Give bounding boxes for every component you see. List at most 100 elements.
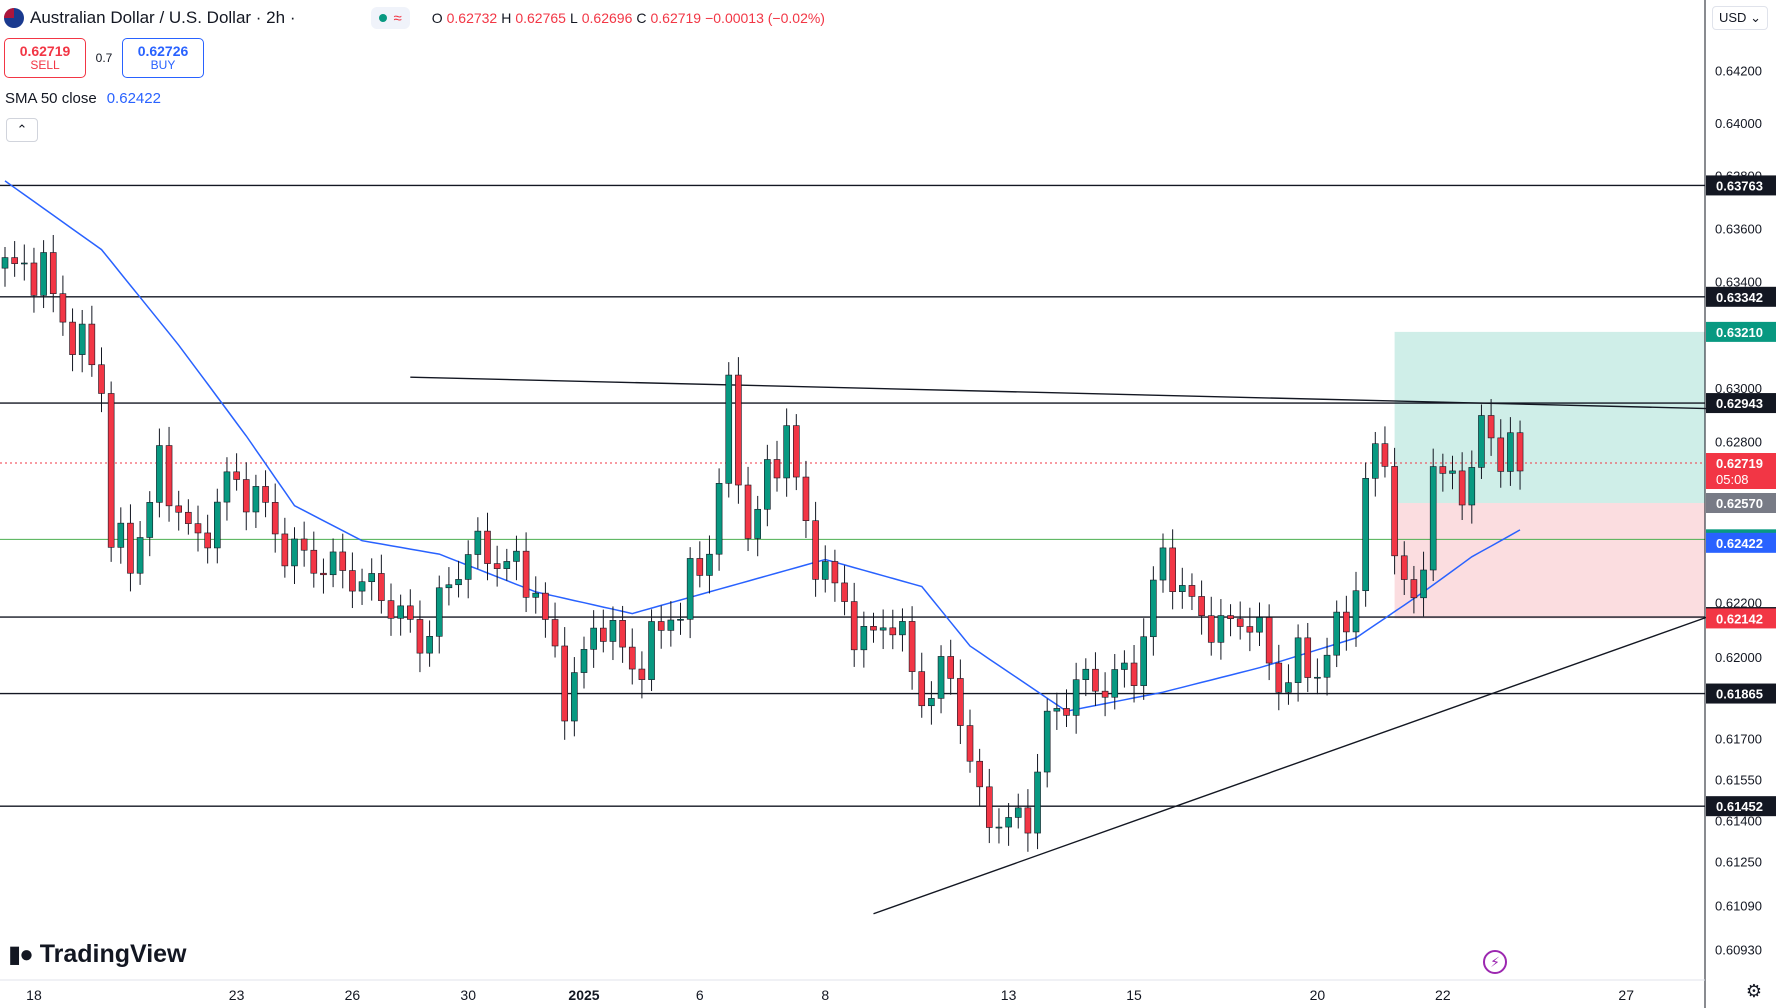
sma-indicator-legend[interactable]: SMA 50 close 0.62422	[5, 90, 161, 107]
y-tick-label: 0.62800	[1715, 434, 1762, 449]
candle-body	[590, 627, 597, 650]
price-badge	[1706, 286, 1776, 307]
market-status-pill[interactable]: ≈	[371, 7, 410, 29]
candle-body	[1072, 679, 1080, 716]
sma-value: 0.62422	[106, 90, 161, 107]
candle-body	[937, 656, 945, 699]
candle	[1400, 541, 1408, 595]
candle	[1024, 789, 1032, 852]
candle-body	[580, 649, 588, 673]
buy-button[interactable]: 0.62726 BUY	[122, 38, 204, 78]
candle-body	[11, 257, 18, 264]
price-badge-label: 0.63210	[1716, 325, 1763, 340]
candle-body	[1381, 443, 1389, 467]
candle-body	[1362, 478, 1369, 592]
candle-body	[1343, 611, 1350, 633]
candle	[928, 681, 935, 725]
candle-body	[1169, 547, 1176, 592]
aud-usd-flag-icon	[4, 8, 24, 28]
candle	[638, 651, 646, 699]
candle-body	[1111, 669, 1119, 698]
price-badge	[1706, 493, 1776, 514]
candle	[1121, 650, 1128, 688]
candle	[397, 594, 404, 636]
candle-body	[571, 672, 578, 722]
candle-body	[474, 530, 482, 555]
candle-body	[1150, 579, 1157, 638]
candle	[1294, 624, 1302, 702]
candle-body	[735, 374, 742, 486]
open-value: 0.62732	[446, 10, 498, 26]
price-badge-label: 0.62719	[1716, 456, 1763, 471]
stop-zone	[1394, 503, 1705, 619]
candle-body	[397, 605, 404, 619]
candle-body	[1285, 682, 1292, 693]
trendline	[873, 607, 1733, 915]
logo-text: TradingView	[39, 940, 187, 968]
y-tick-label: 0.63000	[1715, 381, 1762, 396]
candle	[995, 808, 1003, 844]
candle-body	[744, 484, 752, 539]
candle-body	[513, 550, 520, 562]
candle	[628, 628, 636, 685]
candle	[59, 275, 67, 336]
candle	[715, 468, 723, 571]
price-badge	[1706, 175, 1776, 196]
candle-body	[1101, 690, 1109, 698]
candle	[271, 483, 279, 553]
candle	[493, 545, 501, 587]
candle	[387, 583, 395, 636]
candle-body	[1005, 817, 1012, 828]
candle	[1034, 753, 1041, 850]
candle-body	[426, 636, 433, 654]
candle	[416, 600, 424, 673]
candle-body	[619, 620, 626, 648]
y-tick-label: 0.63600	[1715, 221, 1762, 236]
y-tick-label: 0.61400	[1715, 813, 1762, 828]
candle	[1343, 595, 1350, 651]
price-badge	[1706, 796, 1776, 817]
price-badge	[1706, 321, 1776, 342]
flash-icon[interactable]: ⚡	[1483, 950, 1507, 974]
candle-body	[175, 505, 182, 513]
collapse-legend-button[interactable]: ⌃	[6, 118, 38, 142]
sell-price: 0.62719	[19, 43, 71, 59]
candle	[1468, 450, 1476, 524]
candle	[1323, 637, 1331, 696]
settings-gear-icon[interactable]: ⚙	[1745, 981, 1762, 1001]
candle-body	[1188, 585, 1196, 597]
candle	[1352, 571, 1360, 647]
candle-body	[918, 671, 926, 707]
candle	[1381, 426, 1389, 478]
tradingview-logo[interactable]: ▮● TradingView	[8, 940, 187, 969]
candle-body	[889, 627, 897, 636]
candle-body	[985, 786, 993, 828]
candle	[754, 495, 762, 557]
candle	[252, 474, 260, 528]
candle-body	[493, 563, 501, 569]
candle	[561, 627, 569, 740]
candle	[792, 414, 800, 491]
x-tick-label: 15	[1126, 987, 1142, 1003]
candle	[339, 533, 347, 589]
candle	[1217, 599, 1225, 660]
candle	[49, 234, 57, 313]
currency-select[interactable]: USD ⌄	[1712, 6, 1768, 30]
candle-body	[368, 573, 376, 583]
trade-panel: 0.62719 SELL 0.7 0.62726 BUY	[4, 38, 204, 78]
symbol-title[interactable]: Australian Dollar / U.S. Dollar · 2h ·	[30, 8, 296, 27]
price-badge	[1706, 608, 1776, 629]
candle-body	[532, 592, 540, 598]
candle	[1487, 399, 1495, 456]
currency-label: USD	[1719, 10, 1747, 25]
candle	[802, 460, 810, 539]
candle-body	[127, 522, 134, 574]
candle-body	[706, 553, 713, 576]
y-tick-label: 0.63400	[1715, 274, 1762, 289]
candle-body	[30, 262, 38, 296]
price-badge-label: 0.62570	[1716, 496, 1763, 511]
candle-body	[1449, 470, 1456, 474]
candle-body	[204, 532, 211, 549]
sell-button[interactable]: 0.62719 SELL	[4, 38, 86, 78]
